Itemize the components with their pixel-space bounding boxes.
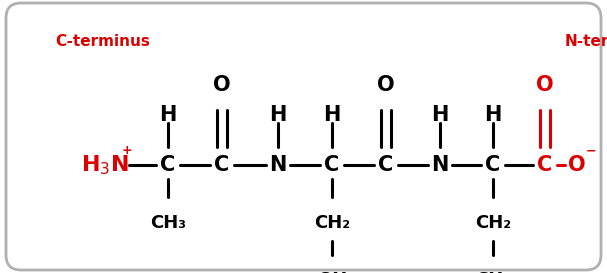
Text: N-terminus: N-terminus [565,34,607,49]
Text: C: C [486,155,501,175]
Text: O: O [536,75,554,95]
Text: CH₂: CH₂ [475,271,511,273]
Text: O: O [377,75,395,95]
Text: −: − [586,144,596,158]
Text: C: C [537,155,552,175]
Text: O: O [568,155,586,175]
Text: H: H [432,105,449,125]
Text: H: H [270,105,287,125]
Text: N: N [432,155,449,175]
Text: C: C [214,155,229,175]
Text: C: C [378,155,393,175]
Text: CH₂: CH₂ [314,214,350,232]
Text: C: C [324,155,340,175]
Text: C: C [160,155,175,175]
Text: H: H [159,105,177,125]
Text: CH₂: CH₂ [475,214,511,232]
FancyBboxPatch shape [6,3,601,270]
Text: N: N [270,155,287,175]
Text: C-terminus: C-terminus [55,34,150,49]
Text: +: + [121,144,132,158]
Text: CH₃: CH₃ [150,214,186,232]
Text: OH: OH [317,271,347,273]
Text: H: H [484,105,502,125]
Text: H$_3$N: H$_3$N [81,153,129,177]
Text: O: O [213,75,231,95]
Text: H: H [324,105,341,125]
